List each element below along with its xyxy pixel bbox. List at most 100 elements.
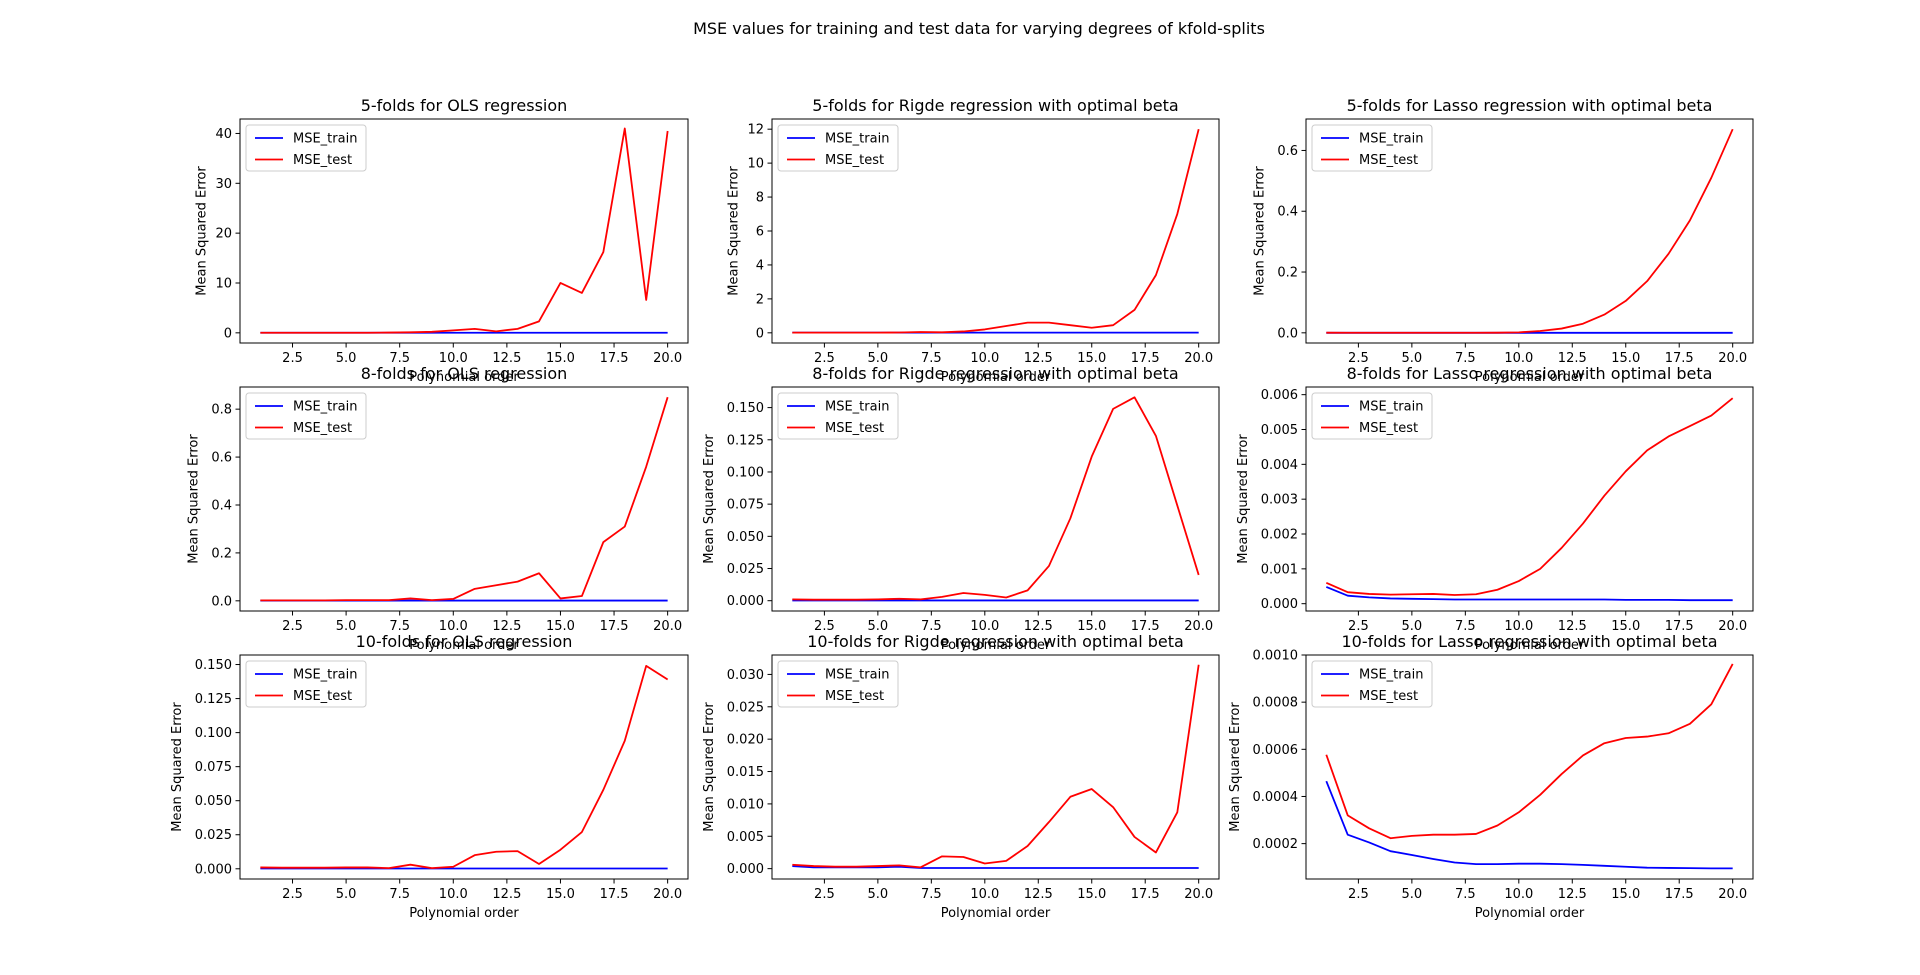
subplot-3: 2.5 5.0 7.5 10.0 12.5 15.0 17.5 20.0 0.0 0.2 0.4 0.… bbox=[1252, 96, 1754, 385]
subplot-title: 10-folds for Rigde regression with optim… bbox=[807, 632, 1184, 651]
series-line-mse-train bbox=[1325, 780, 1733, 870]
y-axis-label: Mean Squared Error bbox=[1252, 166, 1267, 296]
x-tick-label: 12.5 bbox=[1558, 619, 1587, 634]
legend-label-mse-test: MSE_test bbox=[825, 689, 884, 704]
x-tick-label: 5.0 bbox=[336, 351, 357, 366]
y-tick-label: 0.4 bbox=[1277, 205, 1298, 220]
x-tick-label: 15.0 bbox=[546, 887, 575, 902]
x-tick-label: 2.5 bbox=[814, 887, 835, 902]
x-tick-label: 7.5 bbox=[1455, 619, 1476, 634]
y-tick-label: 0.075 bbox=[727, 498, 764, 513]
y-tick-label: 0.025 bbox=[727, 700, 764, 715]
x-axis-label: Polynomial order bbox=[1475, 906, 1585, 921]
y-tick-label: 0.0010 bbox=[1253, 649, 1299, 664]
y-axis-label: Mean Squared Error bbox=[1236, 434, 1251, 564]
y-tick-label: 0.005 bbox=[1261, 423, 1298, 438]
axes-frame bbox=[771, 386, 1220, 612]
y-tick-label: 4 bbox=[756, 258, 764, 273]
x-tick-label: 20.0 bbox=[653, 887, 682, 902]
y-tick-label: 12 bbox=[747, 123, 764, 138]
subplots: 2.5 5.0 7.5 10.0 12.5 15.0 17.5 20.00102030405-… bbox=[170, 96, 1754, 921]
x-tick-label: 15.0 bbox=[546, 619, 575, 634]
y-tick-label: 0.8 bbox=[211, 403, 232, 418]
y-axis-label: Mean Squared Error bbox=[195, 166, 210, 296]
legend-label-mse-test: MSE_test bbox=[293, 421, 352, 436]
subplot-9: 2.5 5.0 7.5 10.0 12.5 15.0 17.5 20.0 0.0002 0.000… bbox=[1228, 632, 1754, 921]
y-tick-label: 10 bbox=[747, 157, 764, 172]
y-tick-label: 0.075 bbox=[195, 760, 232, 775]
series-line-mse-test bbox=[792, 128, 1200, 334]
y-tick-label: 0.020 bbox=[727, 733, 764, 748]
legend-label-mse-test: MSE_test bbox=[293, 689, 352, 704]
axes-frame bbox=[1305, 654, 1754, 880]
legend-label-mse-test: MSE_test bbox=[1359, 421, 1418, 436]
x-tick-label: 2.5 bbox=[282, 351, 303, 366]
x-tick-label: 5.0 bbox=[868, 887, 889, 902]
y-tick-label: 0.0002 bbox=[1253, 837, 1299, 852]
series-line-mse-test bbox=[260, 664, 669, 870]
x-axis-label: Polynomial order bbox=[409, 638, 519, 653]
x-tick-label: 15.0 bbox=[1611, 619, 1640, 634]
y-tick-label: 0 bbox=[756, 326, 764, 341]
y-axis-label: Mean Squared Error bbox=[1228, 702, 1243, 832]
subplot-4: 2.5 5.0 7.5 10.0 12.5 15.0 17.5 20.0 0.0 0.2 0.4 0.… bbox=[186, 364, 689, 653]
y-tick-label: 0.025 bbox=[195, 828, 232, 843]
y-tick-label: 0.100 bbox=[195, 726, 232, 741]
y-tick-label: 0.000 bbox=[727, 594, 764, 609]
x-tick-label: 5.0 bbox=[1402, 351, 1423, 366]
x-tick-label: 17.5 bbox=[1131, 619, 1160, 634]
subplot-title: 10-folds for Lasso regression with optim… bbox=[1341, 632, 1717, 651]
axes-frame bbox=[239, 118, 689, 344]
series-group bbox=[260, 664, 669, 870]
x-tick-label: 15.0 bbox=[1077, 351, 1106, 366]
legend-label-mse-train: MSE_train bbox=[825, 668, 889, 683]
y-tick-label: 0.050 bbox=[727, 530, 764, 545]
x-tick-label: 5.0 bbox=[336, 619, 357, 634]
x-tick-label: 10.0 bbox=[970, 351, 999, 366]
legend-label-mse-train: MSE_train bbox=[293, 668, 357, 683]
x-tick-label: 15.0 bbox=[1611, 351, 1640, 366]
series-line-mse-test bbox=[1325, 397, 1734, 596]
y-tick-label: 2 bbox=[756, 292, 764, 307]
x-tick-label: 20.0 bbox=[1184, 619, 1213, 634]
series-group bbox=[792, 128, 1200, 334]
x-tick-label: 12.5 bbox=[492, 619, 521, 634]
x-tick-label: 7.5 bbox=[389, 887, 410, 902]
x-tick-label: 5.0 bbox=[1402, 887, 1423, 902]
y-tick-label: 0.150 bbox=[195, 658, 232, 673]
legend-label-mse-train: MSE_train bbox=[293, 132, 357, 147]
x-tick-label: 5.0 bbox=[868, 619, 889, 634]
y-tick-label: 0.006 bbox=[1261, 388, 1298, 403]
x-axis-label: Polynomial order bbox=[409, 906, 519, 921]
subplot-title: 5-folds for Rigde regression with optima… bbox=[812, 96, 1178, 115]
y-axis-label: Mean Squared Error bbox=[186, 434, 201, 564]
y-tick-label: 0.4 bbox=[211, 498, 232, 513]
axes-frame bbox=[1305, 118, 1754, 344]
y-tick-label: 0.125 bbox=[727, 433, 764, 448]
series-line-mse-test bbox=[260, 396, 669, 602]
legend-label-mse-train: MSE_train bbox=[1359, 668, 1423, 683]
subplot-5: 2.5 5.0 7.5 10.0 12.5 15.0 17.5 20.0 0.000 0.025 0… bbox=[702, 364, 1220, 653]
x-tick-label: 12.5 bbox=[1024, 351, 1053, 366]
axes-frame bbox=[239, 386, 689, 612]
x-tick-label: 7.5 bbox=[921, 887, 942, 902]
x-axis-label: Polynomial order bbox=[409, 370, 519, 385]
series-group bbox=[792, 396, 1200, 602]
x-tick-label: 2.5 bbox=[1348, 351, 1369, 366]
y-tick-label: 0.004 bbox=[1261, 458, 1298, 473]
legend-label-mse-test: MSE_test bbox=[1359, 153, 1418, 168]
x-tick-label: 12.5 bbox=[1024, 619, 1053, 634]
legend-label-mse-test: MSE_test bbox=[1359, 689, 1418, 704]
x-tick-label: 10.0 bbox=[970, 887, 999, 902]
x-tick-label: 10.0 bbox=[439, 887, 468, 902]
x-tick-label: 20.0 bbox=[1184, 887, 1213, 902]
x-tick-label: 2.5 bbox=[1348, 887, 1369, 902]
y-tick-label: 0.010 bbox=[727, 797, 764, 812]
x-axis-label: Polynomial order bbox=[941, 906, 1051, 921]
subplot-title: 5-folds for Lasso regression with optima… bbox=[1347, 96, 1713, 115]
y-tick-label: 0.2 bbox=[211, 546, 232, 561]
x-axis-label: Polynomial order bbox=[1475, 638, 1585, 653]
axes-frame bbox=[771, 654, 1220, 880]
legend-label-mse-test: MSE_test bbox=[293, 153, 352, 168]
x-tick-label: 12.5 bbox=[1558, 351, 1587, 366]
